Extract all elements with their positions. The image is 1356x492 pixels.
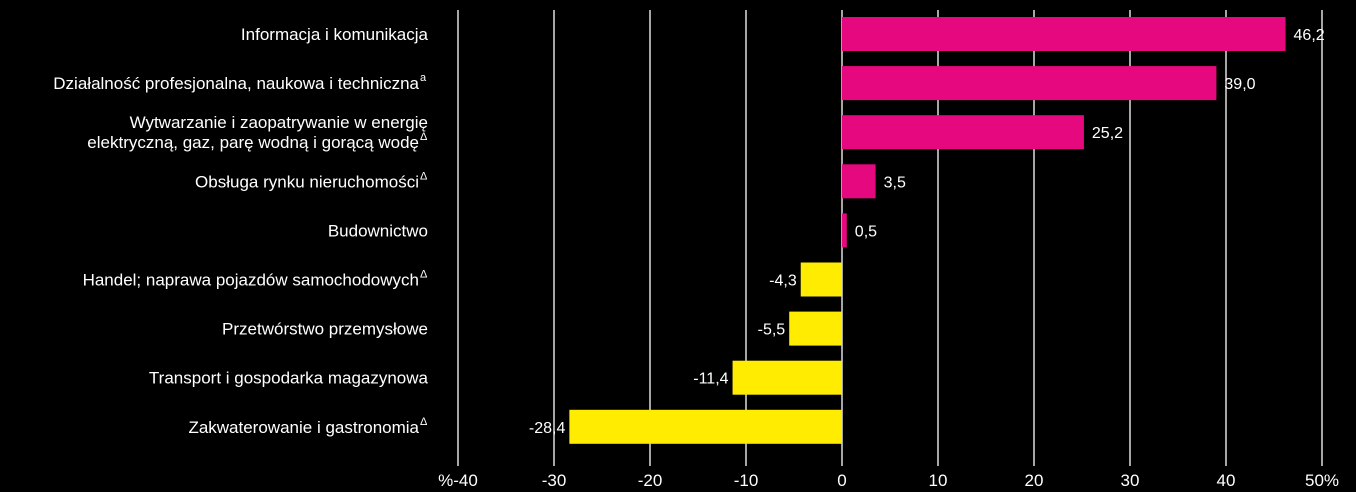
category-label: Zakwaterowanie i gastronomia xyxy=(188,418,419,437)
x-tick-label: %-40 xyxy=(438,471,478,490)
value-label: 39,0 xyxy=(1224,76,1255,93)
bar xyxy=(842,17,1286,51)
value-label: -28,4 xyxy=(529,420,566,437)
bar xyxy=(842,115,1084,150)
bar xyxy=(732,360,842,395)
x-tick-label: 50% xyxy=(1305,471,1339,490)
x-tick-label: 0 xyxy=(837,471,846,490)
value-label: -5,5 xyxy=(758,322,786,339)
category-label: Budownictwo xyxy=(328,221,428,240)
value-label: -11,4 xyxy=(693,371,728,388)
x-tick-label: -20 xyxy=(638,471,663,490)
value-label: 25,2 xyxy=(1092,125,1123,142)
category-label: Wytwarzanie i zaopatrywanie w energię xyxy=(130,113,428,132)
value-label: -4,3 xyxy=(769,273,797,290)
category-footnote-marker: Δ xyxy=(420,269,428,281)
bar xyxy=(789,311,842,346)
category-labels: Informacja i komunikacja Działalność prof… xyxy=(53,25,428,437)
bar xyxy=(569,409,842,444)
x-tick-label: 10 xyxy=(929,471,948,490)
category-footnote-marker: a xyxy=(420,72,427,84)
category-label: Obsługa rynku nieruchomości xyxy=(195,172,419,191)
value-labels: 46,2 39,0 25,2 3,5 0,5 -4,3 -5,5 -11,4 -28,4 xyxy=(529,27,1325,437)
x-tick-label: 20 xyxy=(1025,471,1044,490)
x-axis-tick-labels: %-40 -30 -20 -10 0 10 20 30 40 50% xyxy=(438,471,1339,490)
category-footnote-marker: Δ xyxy=(420,416,428,428)
x-tick-label: -30 xyxy=(542,471,567,490)
category-footnote-marker: Δ xyxy=(420,170,428,182)
category-footnote-marker: Δ xyxy=(420,131,428,143)
x-tick-label: -10 xyxy=(734,471,759,490)
value-label: 0,5 xyxy=(855,223,877,240)
category-label: elektryczną, gaz, parę wodną i gorącą wo… xyxy=(87,133,419,152)
x-tick-label: 40 xyxy=(1217,471,1236,490)
category-label: Informacja i komunikacja xyxy=(241,25,429,44)
value-label: 46,2 xyxy=(1294,27,1325,44)
category-label: Transport i gospodarka magazynowa xyxy=(149,369,429,388)
value-label: 3,5 xyxy=(884,174,906,191)
bar xyxy=(842,164,876,199)
bars xyxy=(569,17,1286,444)
bar xyxy=(800,262,842,297)
category-label: Handel; naprawa pojazdów samochodowych xyxy=(83,271,419,290)
category-label: Przetwórstwo przemysłowe xyxy=(222,320,428,339)
category-label: Działalność profesjonalna, naukowa i tec… xyxy=(53,74,419,93)
bar xyxy=(842,213,847,248)
x-tick-label: 30 xyxy=(1121,471,1140,490)
bar xyxy=(842,66,1217,101)
